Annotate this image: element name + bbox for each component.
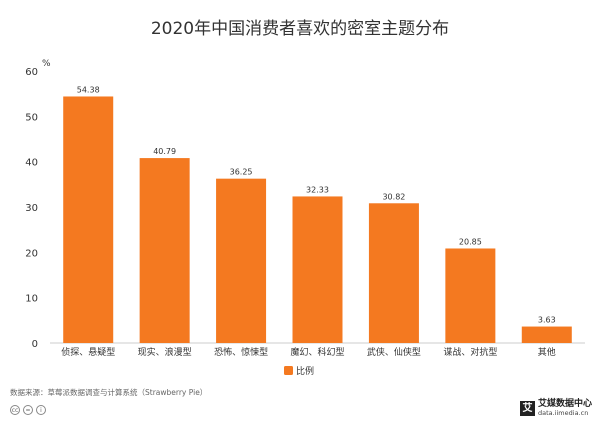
x-tick-label: 恐怖、惊悚型 xyxy=(214,346,268,358)
brand-url: data.iimedia.cn xyxy=(537,409,589,417)
person-icon: i xyxy=(36,405,46,415)
legend-swatch xyxy=(284,366,293,375)
y-tick-label: 40 xyxy=(25,158,38,169)
bar-value-label: 36.25 xyxy=(230,168,253,177)
x-tick-label: 其他 xyxy=(538,346,556,358)
bar-value-label: 54.38 xyxy=(77,85,100,94)
x-tick-label: 武侠、仙侠型 xyxy=(367,346,421,358)
iimedia-logo-icon: 艾 xyxy=(519,400,535,416)
x-tick-label: 魔幻、科幻型 xyxy=(290,346,344,358)
y-tick-label: 20 xyxy=(25,248,38,259)
y-axis-unit: % xyxy=(42,59,51,69)
bar xyxy=(445,248,496,343)
bar xyxy=(521,326,572,343)
bar xyxy=(292,196,343,343)
brand-name: 艾媒数据中心 xyxy=(537,399,592,409)
cc-icon: cc xyxy=(10,405,20,415)
brand: 艾 艾媒数据中心 data.iimedia.cn xyxy=(519,399,592,417)
bar-value-label: 30.82 xyxy=(382,192,405,201)
y-tick-label: 50 xyxy=(25,112,38,123)
equals-icon: = xyxy=(23,405,33,415)
y-tick-label: 30 xyxy=(25,203,38,214)
y-tick-label: 60 xyxy=(25,67,38,78)
x-tick-label: 侦探、悬疑型 xyxy=(61,346,115,358)
x-tick-label: 现实、浪漫型 xyxy=(138,346,192,358)
y-tick-label: 0 xyxy=(32,339,38,350)
y-tick-label: 10 xyxy=(25,294,38,305)
bar xyxy=(139,158,190,343)
legend-label: 比例 xyxy=(296,365,314,377)
bar-value-label: 40.79 xyxy=(153,147,176,156)
data-source: 数据来源：草莓派数据调查与计算系统（Strawberry Pie） xyxy=(10,388,208,397)
bar xyxy=(368,203,419,343)
bar-value-label: 32.33 xyxy=(306,185,329,194)
chart-title: 2020年中国消费者喜欢的密室主题分布 xyxy=(150,19,450,39)
license-icons: cc = i xyxy=(10,405,46,415)
bar xyxy=(216,178,267,343)
bar xyxy=(63,96,114,344)
bar-value-label: 20.85 xyxy=(459,237,482,246)
x-tick-label: 谍战、对抗型 xyxy=(443,346,497,358)
bar-value-label: 3.63 xyxy=(538,316,556,325)
